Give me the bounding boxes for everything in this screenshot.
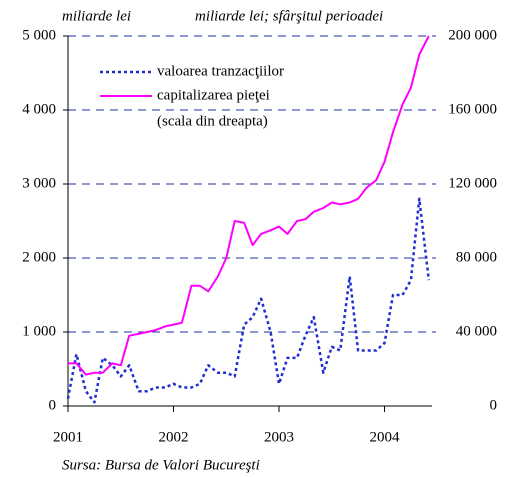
series-line (66, 197, 431, 404)
series-line (68, 35, 430, 376)
y2-tick-label: 0 (490, 397, 498, 413)
x-tick-label: 2002 (159, 429, 189, 445)
x-tick-label: 2003 (264, 429, 294, 445)
y2-tick-label: 120 000 (448, 175, 497, 191)
y2-tick-label: 40 000 (456, 323, 497, 339)
y-tick-label: 3 000 (22, 175, 56, 191)
legend-label: capitalizarea pieţei (157, 87, 270, 103)
y-tick-label: 5 000 (22, 27, 56, 43)
left-unit: miliarde lei (62, 8, 131, 24)
y-tick-label: 2 000 (22, 249, 56, 265)
y-tick-label: 4 000 (22, 101, 56, 117)
right-unit: miliarde lei; sfârşitul perioadei (195, 8, 383, 24)
x-tick-label: 2001 (53, 429, 83, 445)
y2-tick-label: 200 000 (448, 27, 497, 43)
source: Sursa: Bursa de Valori Bucureşti (62, 457, 260, 473)
annotation: (scala din dreapta) (157, 113, 268, 129)
y-tick-label: 1 000 (22, 323, 56, 339)
x-tick-label: 2004 (370, 429, 401, 445)
legend-label: valoarea tranzacţiilor (157, 63, 284, 79)
y2-tick-label: 160 000 (448, 101, 497, 117)
y2-tick-label: 80 000 (456, 249, 497, 265)
y-tick-label: 0 (49, 397, 57, 413)
